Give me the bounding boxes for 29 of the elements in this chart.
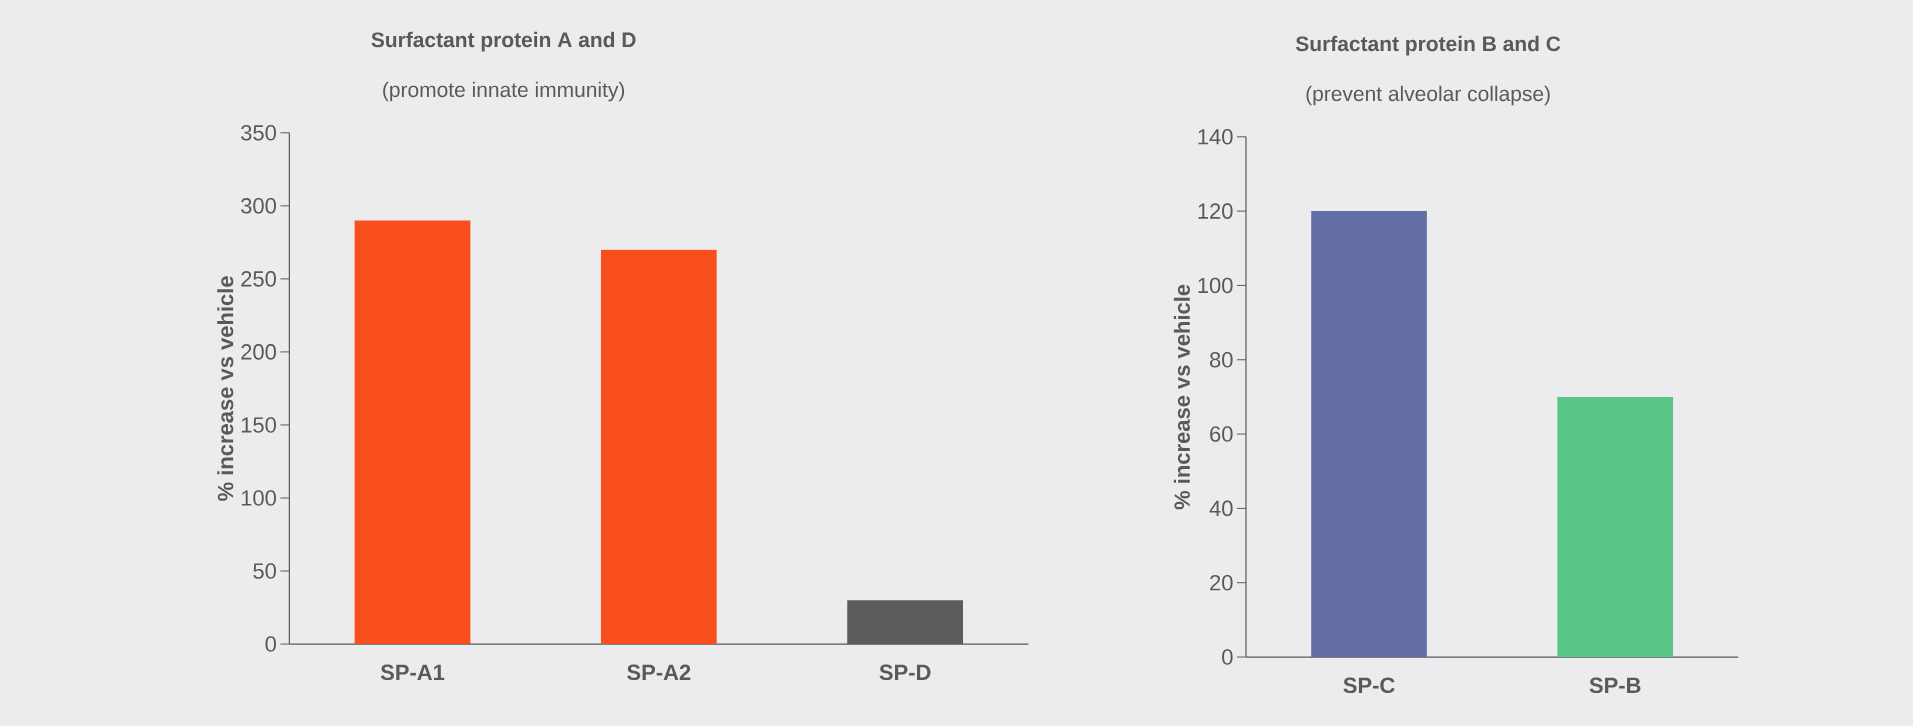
bar (354, 220, 471, 645)
y-tick-label: 300 (241, 198, 276, 214)
y-tick-label: 80 (1209, 352, 1233, 368)
chart-subtitle: (prevent alveolar collapse) (1306, 85, 1550, 106)
y-axis-title: % increase vs vehicle (1173, 284, 1190, 510)
bar (600, 249, 717, 645)
y-tick-label: 0 (265, 636, 276, 652)
y-tick-label: 120 (1198, 203, 1233, 219)
y-tick-label: 40 (1209, 500, 1233, 517)
y-tick-label: 100 (241, 490, 276, 506)
y-axis-title: % increase vs vehicle (217, 276, 234, 501)
x-tick-label: SP-B (1589, 677, 1641, 694)
y-tick-label: 150 (241, 417, 276, 433)
y-tick-label: 50 (253, 563, 276, 579)
y-tick-label: 20 (1210, 574, 1233, 591)
x-tick-label: SP-A2 (627, 664, 691, 681)
chart-title: Surfactant protein A and D (371, 31, 636, 52)
y-tick-label: 0 (1222, 649, 1233, 665)
y-tick-label: 60 (1210, 426, 1233, 442)
x-tick-label: SP-A1 (380, 664, 445, 681)
chart-title: Surfactant protein B and C (1295, 35, 1561, 56)
chart-subtitle: (promote innate immunity) (383, 81, 625, 102)
y-tick-label: 200 (241, 344, 276, 360)
x-tick-label: SP-D (879, 664, 931, 681)
y-tick-label: 100 (1198, 277, 1233, 294)
y-tick-label: 250 (241, 271, 276, 287)
x-tick-label: SP-C (1343, 677, 1395, 694)
y-tick-label: 350 (241, 125, 276, 141)
y-tick-label: 140 (1198, 129, 1233, 145)
